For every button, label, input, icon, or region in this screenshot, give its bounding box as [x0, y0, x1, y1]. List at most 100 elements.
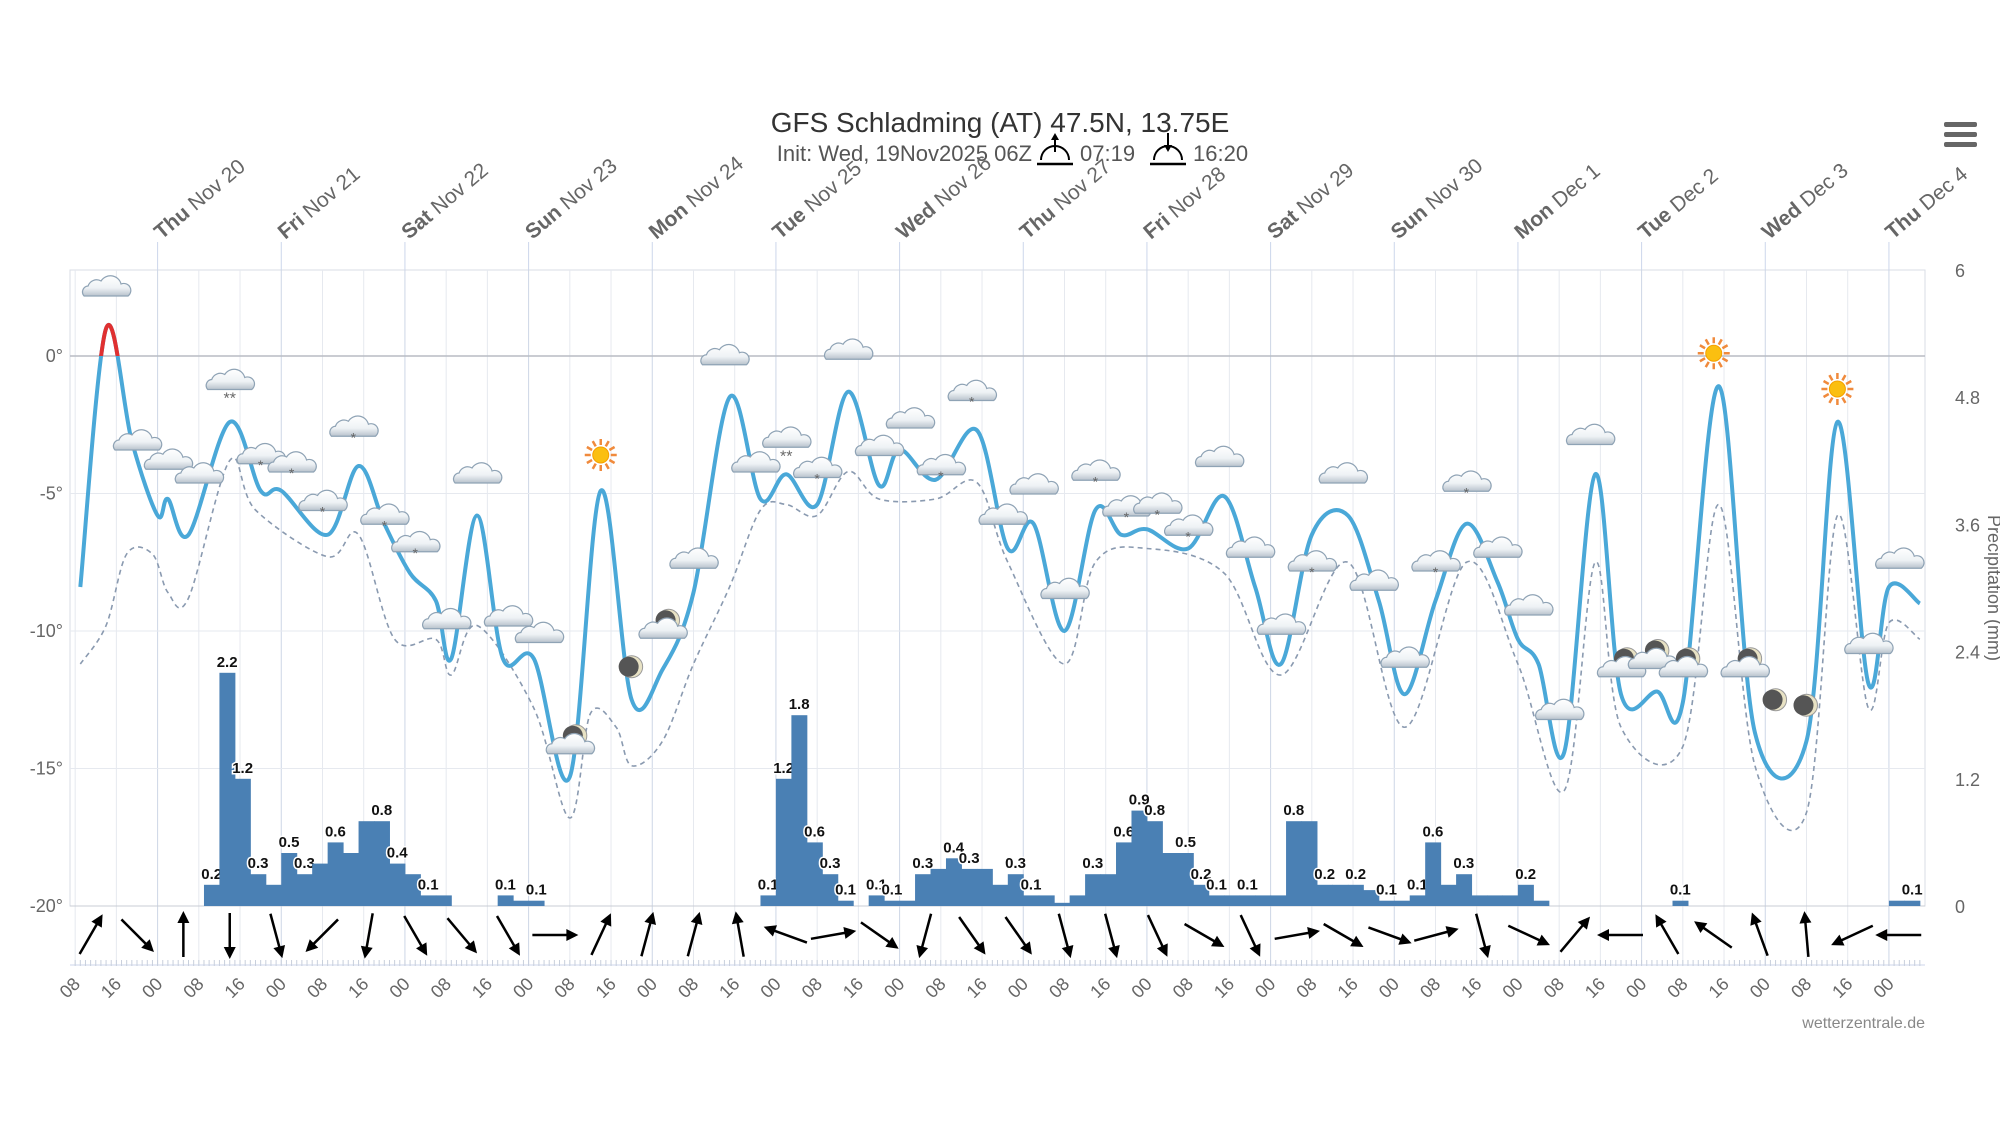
sun-ray — [1822, 392, 1830, 399]
precipitation-axis: 6 4.8 3.6 2.4 1.2 0 Precipitation (mm) — [1955, 261, 2000, 917]
cloud-shape — [885, 407, 936, 429]
cloud-shape — [112, 429, 163, 451]
cloud-flurry-icon: * — [1411, 550, 1461, 580]
day-date: Nov 28 — [1164, 162, 1230, 222]
wind-arrow-shaft — [1753, 919, 1769, 957]
precipitation-label: 0.1 — [1670, 882, 1691, 899]
wind-arrow-head — [1694, 921, 1708, 934]
temperature-tick: -5° — [40, 484, 63, 504]
wind-arrow-icon — [1559, 916, 1591, 953]
time-tick-label: 08 — [798, 974, 826, 1002]
wind-arrow-shaft — [640, 919, 653, 957]
wind-arrow-head — [763, 925, 778, 937]
cloud-shape — [731, 451, 781, 473]
precipitation-bar — [1409, 895, 1426, 906]
precipitation-bar — [822, 874, 839, 906]
sun-ray — [586, 445, 593, 452]
time-tick-label: 16 — [963, 974, 991, 1002]
cloud-flurry-icon: * — [360, 503, 410, 533]
cloud-icon — [885, 407, 936, 429]
wind-arrow-icon — [1368, 926, 1412, 945]
init-time: Init: Wed, 19Nov2025 06Z — [777, 141, 1032, 166]
precipitation-bar — [1023, 895, 1040, 906]
temperature-tick: -15° — [30, 759, 63, 779]
day-date: Nov 24 — [682, 152, 748, 213]
wind-arrow-icon — [1413, 926, 1459, 942]
cloud-shape — [669, 547, 719, 569]
precipitation-bar — [281, 853, 298, 906]
wind-arrow-shaft — [860, 921, 893, 946]
precipitation-bar — [1440, 884, 1457, 906]
wind-arrow-icon — [1004, 916, 1032, 955]
wind-arrows — [78, 911, 1922, 959]
day-label: Sat Nov 29 — [1263, 159, 1358, 244]
wind-arrow-icon — [731, 911, 745, 957]
moon-cloud-icon — [1720, 647, 1770, 678]
moon-shadow — [1793, 695, 1814, 716]
hamburger-menu-icon[interactable] — [1944, 122, 1977, 147]
day-date: Nov 22 — [427, 159, 493, 219]
day-date: Nov 29 — [1293, 159, 1359, 219]
precipitation-bar — [1533, 900, 1550, 906]
precipitation-bar — [528, 900, 545, 906]
time-tick-label: 00 — [1004, 974, 1032, 1002]
weather-symbols: *********** **** *** ** — [81, 275, 1925, 755]
time-tick-label: 16 — [97, 974, 125, 1002]
cloud-shape — [545, 732, 596, 755]
cloud-icon — [1504, 594, 1554, 616]
wind-arrow-icon — [1596, 929, 1643, 941]
precipitation-bar — [1888, 900, 1905, 906]
precipitation-bar — [868, 895, 885, 906]
wind-arrow-shaft — [310, 918, 339, 948]
cloud-icon — [1875, 547, 1925, 569]
precipitation-label: 1.2 — [773, 760, 794, 777]
wind-arrow-shaft — [920, 913, 933, 951]
time-tick-label: 00 — [262, 974, 290, 1002]
sun-ray — [604, 440, 610, 447]
time-tick-label: 16 — [1210, 974, 1238, 1002]
temperature-line-above-zero — [99, 323, 120, 356]
wind-arrow-head — [1799, 911, 1812, 924]
precipitation-bar — [234, 778, 251, 906]
precipitation-bar — [219, 672, 236, 906]
cloud-icon — [700, 343, 750, 366]
wind-arrow-head — [1108, 945, 1120, 959]
precipitation-bar — [389, 863, 406, 906]
wind-arrow-icon — [1323, 922, 1364, 947]
time-tick-label: 00 — [1251, 974, 1279, 1002]
day-label: Sun Nov 23 — [521, 154, 622, 244]
cloud-shape — [1349, 569, 1399, 591]
grid — [69, 269, 1926, 966]
wind-arrow-shaft — [1559, 921, 1586, 953]
subtitle: Init: Wed, 19Nov2025 06Z 07:19 16:20 — [777, 133, 1248, 166]
precipitation-label: 0.1 — [835, 882, 856, 899]
wind-arrow-shaft — [269, 913, 282, 951]
wind-arrow-shaft — [1057, 913, 1070, 951]
day-label: Mon Nov 24 — [645, 152, 749, 244]
wind-arrow-icon — [1799, 911, 1812, 958]
temperature-tick: -20° — [30, 896, 63, 916]
precipitation-bar — [1255, 895, 1272, 906]
wind-arrow-shaft — [590, 919, 609, 956]
sun-icon — [1821, 373, 1854, 405]
cloud-flurry-icon: * — [916, 453, 967, 484]
cloud-shape — [793, 456, 843, 479]
time-tick-label: 16 — [1828, 974, 1856, 1002]
wind-arrow-icon — [1274, 927, 1320, 941]
day-label: Thu Dec 4 — [1881, 162, 1972, 244]
wind-arrow-head — [644, 911, 657, 925]
cloud-flurry-icon: * — [1133, 492, 1183, 522]
wind-arrow-shaft — [686, 919, 699, 957]
moon-icon — [1762, 688, 1788, 712]
wind-arrow-shaft — [1413, 929, 1452, 942]
cloud-shape — [514, 621, 565, 644]
time-tick-label: 16 — [344, 974, 372, 1002]
cloud-icon — [1844, 632, 1894, 655]
cloud-shape — [1071, 459, 1121, 481]
wind-arrow-icon — [1474, 913, 1491, 959]
moon-icon — [1793, 693, 1818, 717]
time-tick-label: 16 — [221, 974, 249, 1002]
cloud-flurry-icon: * — [236, 442, 286, 473]
cloud-shape — [143, 448, 194, 470]
time-tick-label: 08 — [1540, 974, 1568, 1002]
